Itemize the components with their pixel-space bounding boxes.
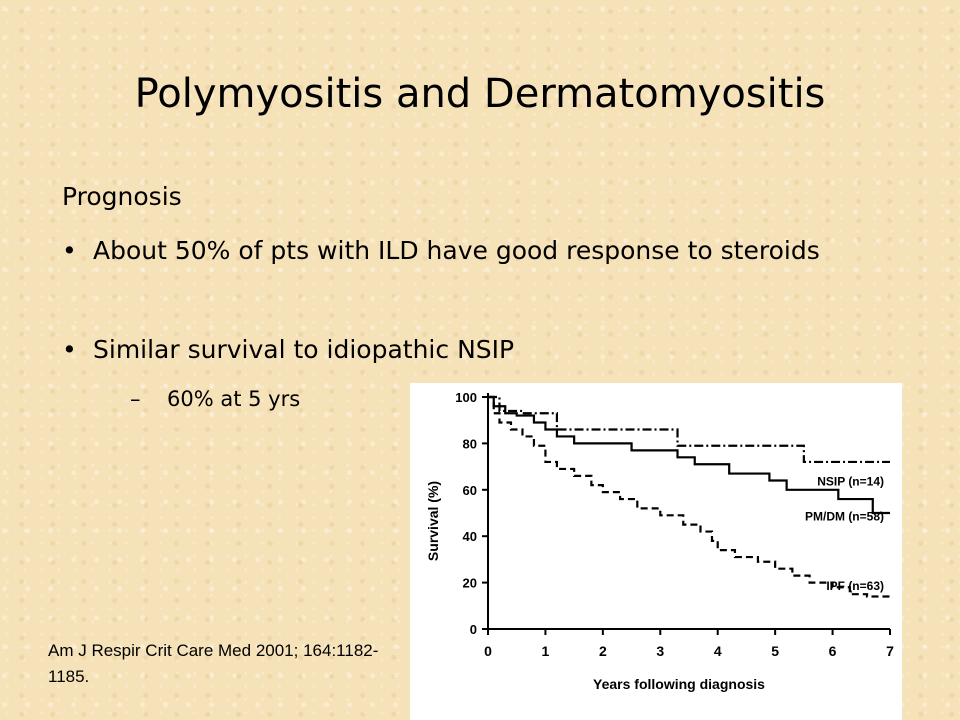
chart-svg: 0 20 40 60 80 100 0 1 2 3 4 5 6 7 Years following diag… [425,390,894,692]
x-axis-label: Years following diagnosis [593,676,765,692]
chart-labels: 0 20 40 60 80 100 0 1 2 3 4 5 6 7 Years following diag… [425,390,894,692]
y-tick-label: 60 [463,483,477,498]
bullet-icon: • [62,236,77,265]
series-label: IPF (n=63) [826,579,884,593]
y-tick-label: 40 [463,529,477,544]
series-line [488,395,890,515]
sub-bullet-text: 60% at 5 yrs [167,387,301,411]
x-tick-label: 1 [542,643,550,659]
y-tick-label: 20 [463,576,477,591]
slide-title: Polymyositis and Dermatomyositis [134,71,826,117]
chart-series [488,395,890,598]
citation: Am J Respir Crit Care Med 2001; 164:1182… [48,641,379,686]
bullet-text: Similar survival to idiopathic NSIP [93,335,515,364]
y-axis-label: Survival (%) [425,481,441,561]
x-tick-label: 2 [599,643,607,659]
bullet-icon: • [62,335,77,364]
series-line [488,395,890,464]
series-label: NSIP (n=14) [817,475,884,489]
x-tick-label: 3 [656,643,664,659]
y-tick-label: 80 [463,436,477,451]
chart-axes [482,393,891,635]
section-heading: Prognosis [62,182,182,211]
y-tick-label: 0 [470,622,477,637]
series-line [488,395,890,598]
x-tick-label: 7 [886,643,894,659]
x-tick-label: 6 [829,643,837,659]
bullet-text: About 50% of pts with ILD have good resp… [93,236,820,265]
dash-icon: – [130,387,141,411]
x-tick-label: 5 [771,643,779,659]
survival-chart: 0 20 40 60 80 100 0 1 2 3 4 5 6 7 Years following diag… [410,383,902,720]
x-tick-label: 0 [484,643,492,659]
y-tick-label: 100 [455,390,477,405]
x-tick-label: 4 [714,643,722,659]
series-label: PM/DM (n=58) [805,509,884,523]
